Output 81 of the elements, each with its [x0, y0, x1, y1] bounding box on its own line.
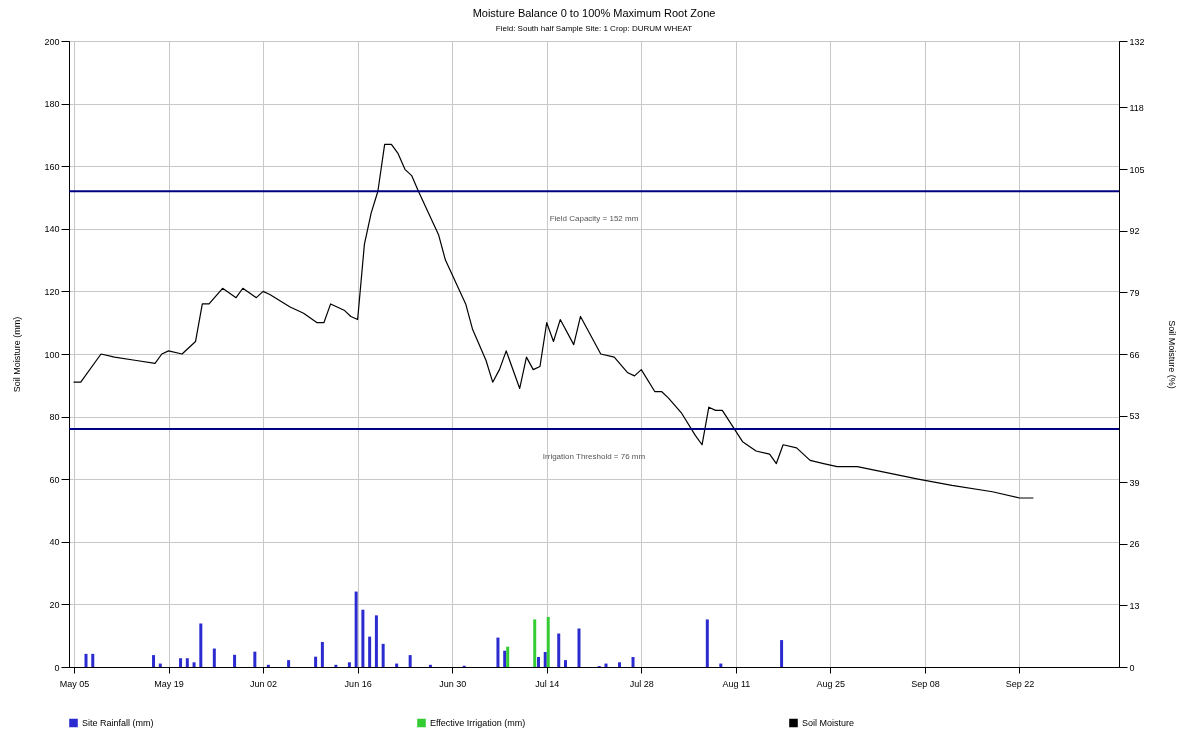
legend-label: Effective Irrigation (mm)	[430, 717, 526, 728]
legend-label: Soil Moisture	[802, 717, 855, 728]
y2-tick-label: 53	[1129, 411, 1140, 422]
y2-tick-label: 13	[1129, 600, 1140, 611]
bar	[533, 619, 537, 667]
chart-title: Moisture Balance 0 to 100% Maximum Root Zone	[472, 7, 716, 19]
bar	[408, 655, 412, 667]
bar	[152, 655, 156, 667]
y2-tick-label: 0	[1129, 662, 1135, 673]
bar	[84, 653, 88, 667]
bar	[536, 656, 540, 667]
bar	[780, 640, 784, 667]
bar	[361, 609, 365, 667]
bar	[543, 651, 547, 667]
bar	[496, 637, 500, 667]
x-tick-label: Jul 28	[629, 678, 654, 689]
bar	[604, 663, 608, 667]
bar	[354, 591, 358, 667]
bar	[320, 641, 324, 667]
y-tick-label: 200	[44, 36, 60, 47]
y-tick-label: 0	[54, 662, 60, 673]
bar	[233, 654, 237, 667]
bar	[192, 662, 196, 667]
bar	[577, 628, 581, 667]
bar	[199, 623, 203, 667]
y-tick-label: 60	[49, 474, 60, 485]
y-tick-label: 160	[44, 161, 60, 172]
legend-label: Site Rainfall (mm)	[82, 717, 154, 728]
bar	[506, 646, 510, 667]
bar	[314, 656, 318, 667]
y2-tick-label: 132	[1129, 36, 1145, 47]
y-tick-label: 80	[49, 412, 60, 423]
bar	[179, 658, 183, 667]
bar	[368, 636, 372, 667]
bar	[705, 619, 709, 667]
y-tick-label: 100	[44, 349, 60, 360]
bar	[253, 651, 257, 667]
y-tick-label: 20	[49, 599, 60, 610]
x-tick-label: May 05	[59, 678, 90, 689]
bar	[618, 662, 622, 667]
bar	[185, 658, 189, 667]
y2-tick-label: 79	[1129, 287, 1140, 298]
x-tick-label: Sep 08	[911, 678, 940, 689]
chart-subtitle: Field: South half Sample Site: 1 Crop: DURUM WHEAT	[495, 24, 693, 33]
y-tick-label: 140	[44, 224, 60, 235]
x-tick-label: Jun 30	[439, 678, 467, 689]
x-tick-label: May 19	[154, 678, 184, 689]
line-series	[73, 143, 1034, 499]
ref-line-label: Field Capacity = 152 mm	[549, 214, 639, 224]
y2-tick-label: 118	[1129, 102, 1144, 113]
bar	[347, 662, 351, 667]
bar	[212, 648, 216, 667]
bar	[158, 663, 162, 667]
x-tick-label: Jul 14	[535, 678, 560, 689]
bar	[631, 656, 635, 667]
bar	[546, 616, 550, 667]
x-tick-label: Jun 02	[250, 678, 278, 689]
bar	[503, 650, 507, 667]
y2-tick-label: 92	[1129, 226, 1140, 237]
bar	[563, 660, 567, 667]
x-tick-label: Sep 22	[1005, 678, 1035, 689]
x-tick-label: Aug 11	[722, 678, 751, 689]
y2-tick-label: 66	[1129, 349, 1140, 360]
y-tick-label: 40	[49, 537, 60, 548]
y-tick-label: 120	[44, 286, 60, 297]
bar	[395, 663, 399, 667]
bar	[91, 653, 95, 667]
y2-axis-title: Soil Moisture (%)	[1166, 320, 1177, 389]
bar	[287, 660, 291, 667]
bar	[719, 663, 723, 667]
y2-tick-label: 39	[1129, 477, 1140, 488]
x-tick-label: Aug 25	[816, 678, 846, 689]
y-tick-label: 180	[44, 99, 60, 110]
ref-line-label: Irrigation Threshold = 76 mm	[542, 452, 646, 462]
y-axis-title: Soil Moisture (mm)	[12, 316, 23, 393]
bar	[557, 633, 561, 667]
y2-tick-label: 105	[1129, 164, 1145, 175]
bar	[381, 643, 385, 667]
x-tick-label: Jun 16	[344, 678, 372, 689]
bar	[374, 615, 378, 667]
y2-tick-label: 26	[1129, 539, 1140, 550]
